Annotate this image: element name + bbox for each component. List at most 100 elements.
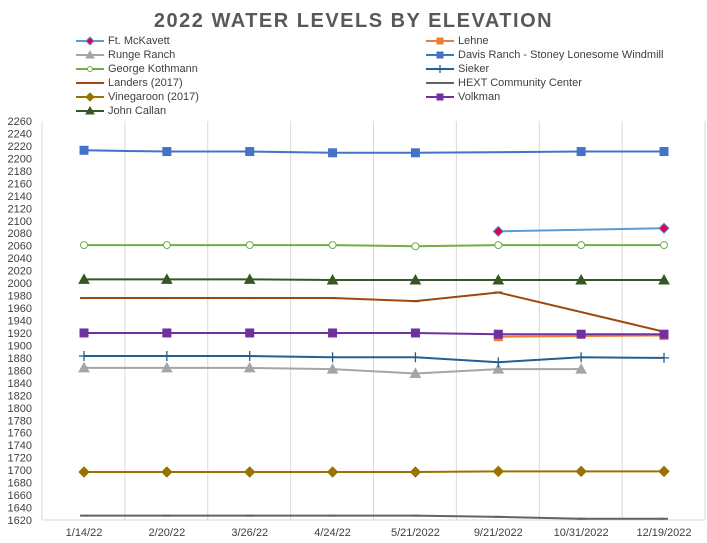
data-point (409, 273, 422, 285)
x-tick-label: 5/21/2022 (391, 527, 440, 539)
legend-swatch (426, 93, 454, 101)
x-tick-label: 12/19/2022 (636, 527, 691, 539)
data-point (78, 466, 90, 478)
series-hext-community-center (80, 514, 668, 520)
series-line (498, 227, 665, 233)
data-point (78, 361, 90, 373)
legend-swatch-marker (436, 65, 444, 73)
series-ft-mckavett (492, 222, 670, 238)
y-tick-label: 2160 (8, 178, 32, 190)
legend-label: Ft. McKavett (108, 35, 170, 47)
data-point (575, 363, 587, 374)
y-tick-label: 1640 (8, 503, 32, 515)
data-point (575, 465, 587, 478)
y-tick-label: 1700 (8, 465, 32, 477)
series-davis-ranch-stoney-lonesome-windmill (79, 145, 669, 158)
legend-swatch (426, 65, 454, 73)
data-point (162, 241, 171, 250)
legend-swatch (426, 51, 454, 59)
y-tick-label: 2240 (8, 128, 32, 140)
data-point (659, 329, 669, 339)
series-line (84, 470, 664, 473)
data-point (658, 222, 670, 234)
legend-label: Runge Ranch (108, 49, 176, 61)
data-point (658, 465, 670, 478)
legend-swatch (76, 66, 104, 72)
series-line (84, 331, 664, 336)
legend-label: Sieker (458, 63, 490, 75)
legend-item: Sieker (424, 62, 489, 76)
legend-swatch (426, 82, 454, 84)
data-point (79, 328, 89, 338)
legend-label: Volkman (458, 91, 501, 103)
y-tick-label: 1620 (8, 515, 32, 527)
legend-item: Vinegaroon (2017) (74, 90, 199, 104)
y-tick-label: 1660 (8, 490, 32, 502)
series-line (84, 514, 664, 520)
legend-swatch-marker (87, 66, 93, 72)
y-tick-label: 2000 (8, 278, 32, 290)
legend-label: Davis Ranch - Stoney Lonesome Windmill (458, 49, 664, 61)
y-tick-label: 2060 (8, 241, 32, 253)
y-tick-label: 1760 (8, 428, 32, 440)
data-point (492, 225, 504, 238)
data-point (79, 351, 89, 362)
legend-swatch (76, 105, 104, 115)
y-tick-label: 1980 (8, 291, 32, 303)
data-point (326, 273, 339, 285)
data-point (576, 147, 586, 157)
y-tick-label: 2260 (8, 116, 32, 128)
y-tick-label: 1740 (8, 440, 32, 452)
legend-label: George Kothmann (108, 63, 198, 75)
data-point (328, 328, 338, 338)
data-point (492, 273, 505, 285)
data-point (659, 352, 669, 363)
data-point (576, 352, 587, 363)
data-point (245, 328, 255, 338)
legend-swatch (76, 36, 104, 46)
chart-title: 2022 WATER LEVELS BY ELEVATION (153, 10, 554, 32)
legend-swatch (76, 92, 104, 102)
legend-label: Vinegaroon (2017) (108, 91, 199, 103)
legend-item: Lehne (424, 34, 489, 48)
data-point (410, 148, 420, 158)
data-point (493, 357, 504, 368)
data-point (80, 241, 88, 250)
legend-label: Lehne (458, 35, 489, 47)
data-point (328, 241, 337, 250)
legend-label: HEXT Community Center (458, 77, 582, 89)
y-tick-label: 1720 (8, 453, 32, 465)
x-tick-label: 4/24/22 (314, 527, 351, 539)
data-point (243, 273, 256, 284)
legend-swatch-marker (436, 93, 444, 101)
data-point (493, 329, 503, 339)
legend-item: Davis Ranch - Stoney Lonesome Windmill (424, 48, 663, 62)
series-runge-ranch (78, 361, 587, 378)
y-tick-label: 1880 (8, 353, 32, 365)
data-point (409, 466, 422, 478)
data-point (576, 329, 586, 339)
x-tick-label: 2/20/22 (149, 527, 186, 539)
data-point (409, 367, 422, 378)
legend-label: John Callan (108, 105, 167, 117)
data-point (326, 466, 339, 478)
legend-item: Volkman (424, 90, 500, 104)
data-point (78, 273, 90, 284)
series-line (84, 244, 664, 248)
data-point (658, 273, 670, 285)
x-tick-label: 10/31/2022 (554, 527, 609, 539)
y-tick-label: 2220 (8, 141, 32, 153)
y-tick-label: 1840 (8, 378, 32, 390)
data-point (161, 351, 172, 362)
y-tick-label: 2180 (8, 166, 32, 178)
data-point (411, 242, 420, 251)
series-george-kothmann (80, 241, 668, 251)
data-point (410, 328, 420, 338)
data-point (492, 363, 505, 374)
legend-swatch (76, 49, 104, 59)
series-line (84, 278, 664, 281)
data-point (245, 147, 255, 157)
data-point (162, 328, 172, 338)
